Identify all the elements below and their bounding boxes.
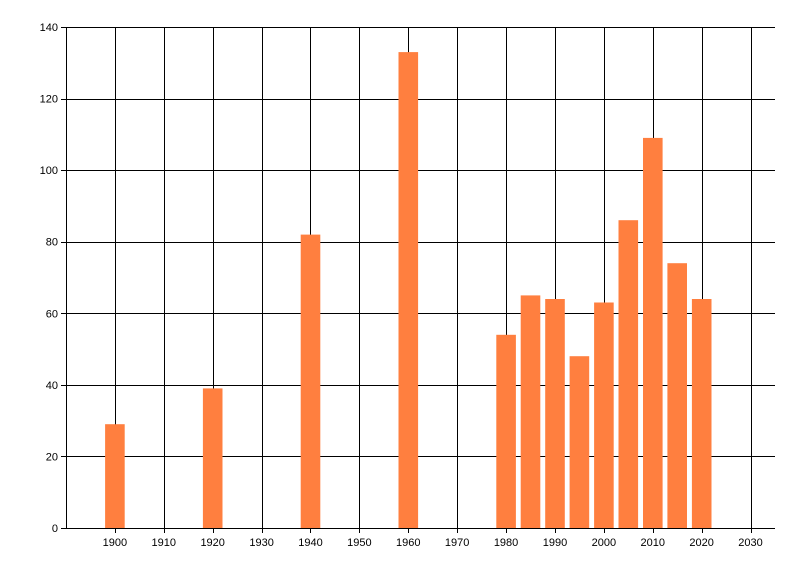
- bar-2005: [618, 220, 639, 528]
- y-tick-label: 40: [46, 380, 58, 392]
- x-tick-label: 1910: [152, 537, 176, 549]
- x-tick-label: 1970: [445, 537, 469, 549]
- bar-1980: [496, 334, 516, 528]
- bar-2015: [667, 263, 687, 528]
- y-tick-label: 0: [52, 523, 58, 535]
- bar-1960: [398, 52, 419, 528]
- x-tick-label: 1900: [103, 537, 127, 549]
- x-tick-label: 2020: [689, 537, 713, 549]
- axes: [61, 27, 775, 533]
- bar-2010: [643, 137, 663, 528]
- bar-1900: [105, 424, 125, 528]
- bar-2000: [594, 302, 614, 528]
- x-tick-label: 1960: [396, 537, 420, 549]
- x-tick-label: 1930: [249, 537, 273, 549]
- bar-2020: [691, 299, 712, 528]
- x-axis-tick-labels: 1900 1910 1920 1930 1940 1950 1960 1970 1980 1990…: [103, 537, 763, 549]
- bar-1995: [569, 356, 590, 528]
- y-axis-tick-labels: 0 20 40 60 80 100 120 140: [40, 22, 58, 535]
- grid: [66, 27, 775, 529]
- x-tick-label: 1940: [298, 537, 322, 549]
- y-tick-label: 100: [40, 165, 58, 177]
- x-tick-label: 2010: [641, 537, 665, 549]
- x-tick-label: 1920: [200, 537, 224, 549]
- y-tick-label: 120: [40, 94, 58, 106]
- y-tick-label: 140: [40, 22, 58, 34]
- y-tick-label: 80: [46, 237, 58, 249]
- bar-1920: [202, 388, 223, 528]
- x-tick-label: 2030: [738, 537, 762, 549]
- bar-1985: [520, 295, 541, 528]
- x-tick-label: 1990: [543, 537, 567, 549]
- x-tick-label: 1950: [347, 537, 371, 549]
- bar-1940: [300, 234, 321, 528]
- x-tick-label: 2000: [592, 537, 616, 549]
- bars: [105, 52, 712, 528]
- x-tick-label: 1980: [494, 537, 518, 549]
- y-tick-label: 60: [46, 308, 58, 320]
- y-tick-label: 20: [46, 451, 58, 463]
- bar-1990: [545, 299, 565, 528]
